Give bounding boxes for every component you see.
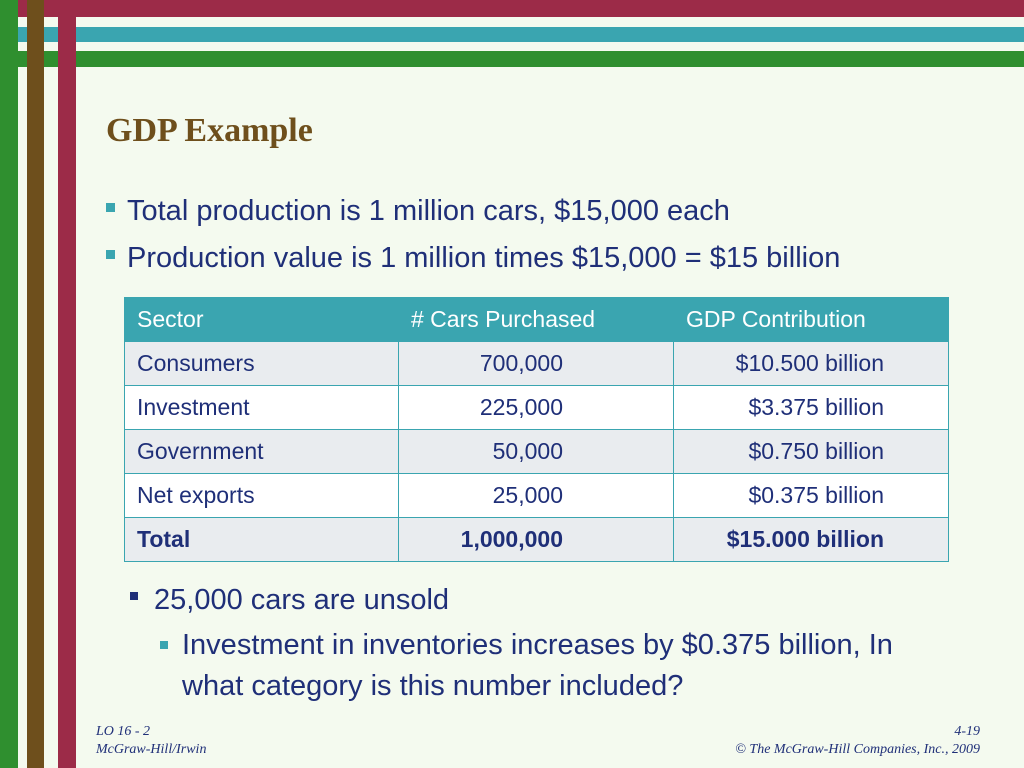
gdp-cell: $0.375 billion: [673, 473, 949, 518]
left-green-band: [0, 0, 18, 768]
top-maroon-band: [0, 0, 1024, 17]
table-total-row: Total 1,000,000 $15.000 billion: [124, 517, 949, 562]
gdp-cell: $10.500 billion: [673, 341, 949, 386]
cars-cell: 700,000: [398, 341, 674, 386]
bullet-text: Production value is 1 million times $15,…: [127, 242, 841, 274]
square-bullet-icon: [130, 592, 138, 601]
top-green-band: [0, 51, 1024, 67]
note-text: 25,000 cars are unsold: [154, 584, 450, 616]
footer-right: 4-19 © The McGraw-Hill Companies, Inc., …: [735, 723, 980, 759]
sector-cell: Investment: [124, 385, 399, 430]
column-header-sector: Sector: [124, 297, 399, 342]
learning-objective: LO 16 - 2: [96, 724, 151, 739]
cars-cell: 50,000: [398, 429, 674, 474]
left-maroon-band: [58, 0, 76, 768]
table-row: Consumers 700,000 $10.500 billion: [124, 341, 949, 386]
bullet-text: Total production is 1 million cars, $15,…: [127, 195, 730, 227]
square-bullet-icon: [106, 202, 115, 212]
sub-note-text: Investment in inventories increases by $…: [182, 629, 893, 702]
publisher-name: McGraw-Hill/Irwin: [96, 742, 207, 757]
table-row: Net exports 25,000 $0.375 billion: [124, 473, 949, 518]
copyright-notice: © The McGraw-Hill Companies, Inc., 2009: [735, 742, 980, 757]
column-header-gdp: GDP Contribution: [673, 297, 949, 342]
table-row: Investment 225,000 $3.375 billion: [124, 385, 949, 430]
top-teal-band: [0, 27, 1024, 42]
table-header-row: Sector # Cars Purchased GDP Contribution: [124, 297, 949, 342]
table-row: Government 50,000 $0.750 billion: [124, 429, 949, 474]
slide-title: GDP Example: [106, 112, 313, 149]
top-cream-band-2: [0, 42, 1024, 51]
gdp-cell: $3.375 billion: [673, 385, 949, 430]
sector-cell: Consumers: [124, 341, 399, 386]
square-bullet-icon: [106, 249, 115, 259]
cars-cell: 25,000: [398, 473, 674, 518]
gdp-cell: $0.750 billion: [673, 429, 949, 474]
sector-cell: Net exports: [124, 473, 399, 518]
total-cars-cell: 1,000,000: [398, 517, 674, 562]
note-item: 25,000 cars are unsold: [130, 578, 920, 623]
total-label-cell: Total: [124, 517, 399, 562]
left-brown-band: [27, 0, 44, 768]
square-bullet-icon: [160, 641, 168, 649]
total-gdp-cell: $15.000 billion: [673, 517, 949, 562]
sub-note-item: Investment in inventories increases by $…: [130, 625, 920, 707]
sector-cell: Government: [124, 429, 399, 474]
column-header-cars: # Cars Purchased: [398, 297, 674, 342]
top-cream-band: [0, 17, 1024, 27]
notes-list: 25,000 cars are unsold Investment in inv…: [130, 578, 920, 707]
footer-left: LO 16 - 2 McGraw-Hill/Irwin: [96, 723, 206, 759]
cars-cell: 225,000: [398, 385, 674, 430]
bullet-list: Total production is 1 million cars, $15,…: [106, 188, 840, 282]
page-number: 4-19: [954, 724, 980, 739]
bullet-item: Production value is 1 million times $15,…: [106, 235, 840, 282]
gdp-table: Sector # Cars Purchased GDP Contribution…: [124, 297, 949, 562]
bullet-item: Total production is 1 million cars, $15,…: [106, 188, 840, 235]
